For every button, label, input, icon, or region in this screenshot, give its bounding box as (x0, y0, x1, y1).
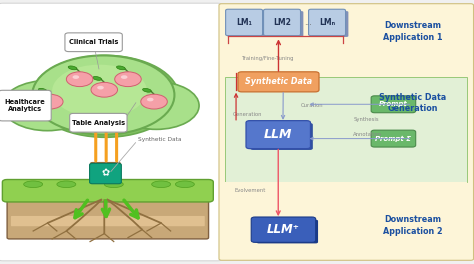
Text: Prompt: Prompt (379, 101, 408, 107)
Circle shape (121, 75, 128, 79)
FancyBboxPatch shape (0, 3, 222, 261)
Circle shape (147, 98, 154, 101)
Text: Curation: Curation (301, 103, 324, 108)
Circle shape (141, 94, 167, 109)
Text: LMₙ: LMₙ (319, 18, 335, 27)
Text: LM2: LM2 (273, 18, 291, 27)
Ellipse shape (93, 77, 101, 80)
FancyBboxPatch shape (2, 180, 213, 202)
Circle shape (115, 72, 141, 87)
Text: Synthesis: Synthesis (353, 117, 379, 122)
Ellipse shape (104, 181, 123, 187)
Text: Clinical Trials: Clinical Trials (69, 39, 118, 45)
Ellipse shape (117, 66, 125, 70)
Text: Annotation: Annotation (353, 132, 382, 137)
FancyBboxPatch shape (225, 77, 467, 182)
Text: Healthcare
Analytics: Healthcare Analytics (5, 99, 45, 112)
FancyBboxPatch shape (7, 195, 209, 239)
FancyBboxPatch shape (219, 4, 474, 260)
FancyBboxPatch shape (309, 9, 346, 36)
Text: Training/Fine-Tuning: Training/Fine-Tuning (242, 56, 294, 60)
FancyBboxPatch shape (371, 96, 416, 113)
Text: ✿: ✿ (101, 169, 109, 179)
FancyBboxPatch shape (226, 9, 263, 36)
Circle shape (32, 55, 179, 137)
Ellipse shape (57, 181, 76, 187)
Text: LLM: LLM (264, 128, 292, 141)
Circle shape (32, 55, 174, 135)
Circle shape (2, 81, 92, 131)
FancyBboxPatch shape (0, 90, 51, 121)
Text: LLM⁺: LLM⁺ (267, 223, 300, 236)
Ellipse shape (68, 66, 77, 70)
Text: Downstream
Application 2: Downstream Application 2 (383, 215, 442, 236)
Text: Generation: Generation (232, 112, 262, 117)
FancyBboxPatch shape (371, 130, 416, 147)
FancyBboxPatch shape (11, 216, 205, 226)
Text: Evolvement: Evolvement (235, 188, 266, 192)
Circle shape (36, 94, 63, 109)
Circle shape (114, 82, 199, 129)
FancyBboxPatch shape (264, 9, 301, 36)
Text: ...: ... (304, 18, 312, 27)
Text: Synthetic Data: Synthetic Data (245, 77, 312, 86)
FancyBboxPatch shape (225, 182, 467, 257)
FancyBboxPatch shape (312, 11, 348, 37)
FancyBboxPatch shape (225, 7, 467, 77)
FancyBboxPatch shape (267, 11, 303, 37)
Circle shape (43, 98, 49, 101)
FancyBboxPatch shape (250, 123, 313, 150)
Ellipse shape (24, 181, 43, 187)
FancyBboxPatch shape (229, 11, 265, 37)
FancyBboxPatch shape (90, 163, 121, 184)
FancyBboxPatch shape (246, 121, 310, 149)
Circle shape (97, 86, 104, 89)
FancyBboxPatch shape (251, 217, 316, 242)
Text: Prompt Σ: Prompt Σ (375, 135, 411, 142)
Text: Synthetic Data
Generation: Synthetic Data Generation (379, 93, 446, 113)
FancyBboxPatch shape (91, 163, 120, 183)
Circle shape (52, 65, 147, 117)
Text: Synthetic Data: Synthetic Data (138, 138, 182, 142)
Circle shape (73, 75, 79, 79)
Ellipse shape (38, 88, 47, 92)
Ellipse shape (152, 181, 171, 187)
Text: LM₁: LM₁ (236, 18, 252, 27)
FancyBboxPatch shape (256, 220, 318, 243)
Circle shape (91, 82, 118, 97)
Text: Downstream
Application 1: Downstream Application 1 (383, 21, 442, 42)
Circle shape (66, 72, 93, 87)
FancyBboxPatch shape (65, 33, 122, 52)
Ellipse shape (175, 181, 194, 187)
FancyBboxPatch shape (70, 114, 127, 132)
FancyBboxPatch shape (238, 72, 319, 92)
Ellipse shape (143, 88, 151, 92)
Text: Table Analysis: Table Analysis (72, 120, 125, 126)
